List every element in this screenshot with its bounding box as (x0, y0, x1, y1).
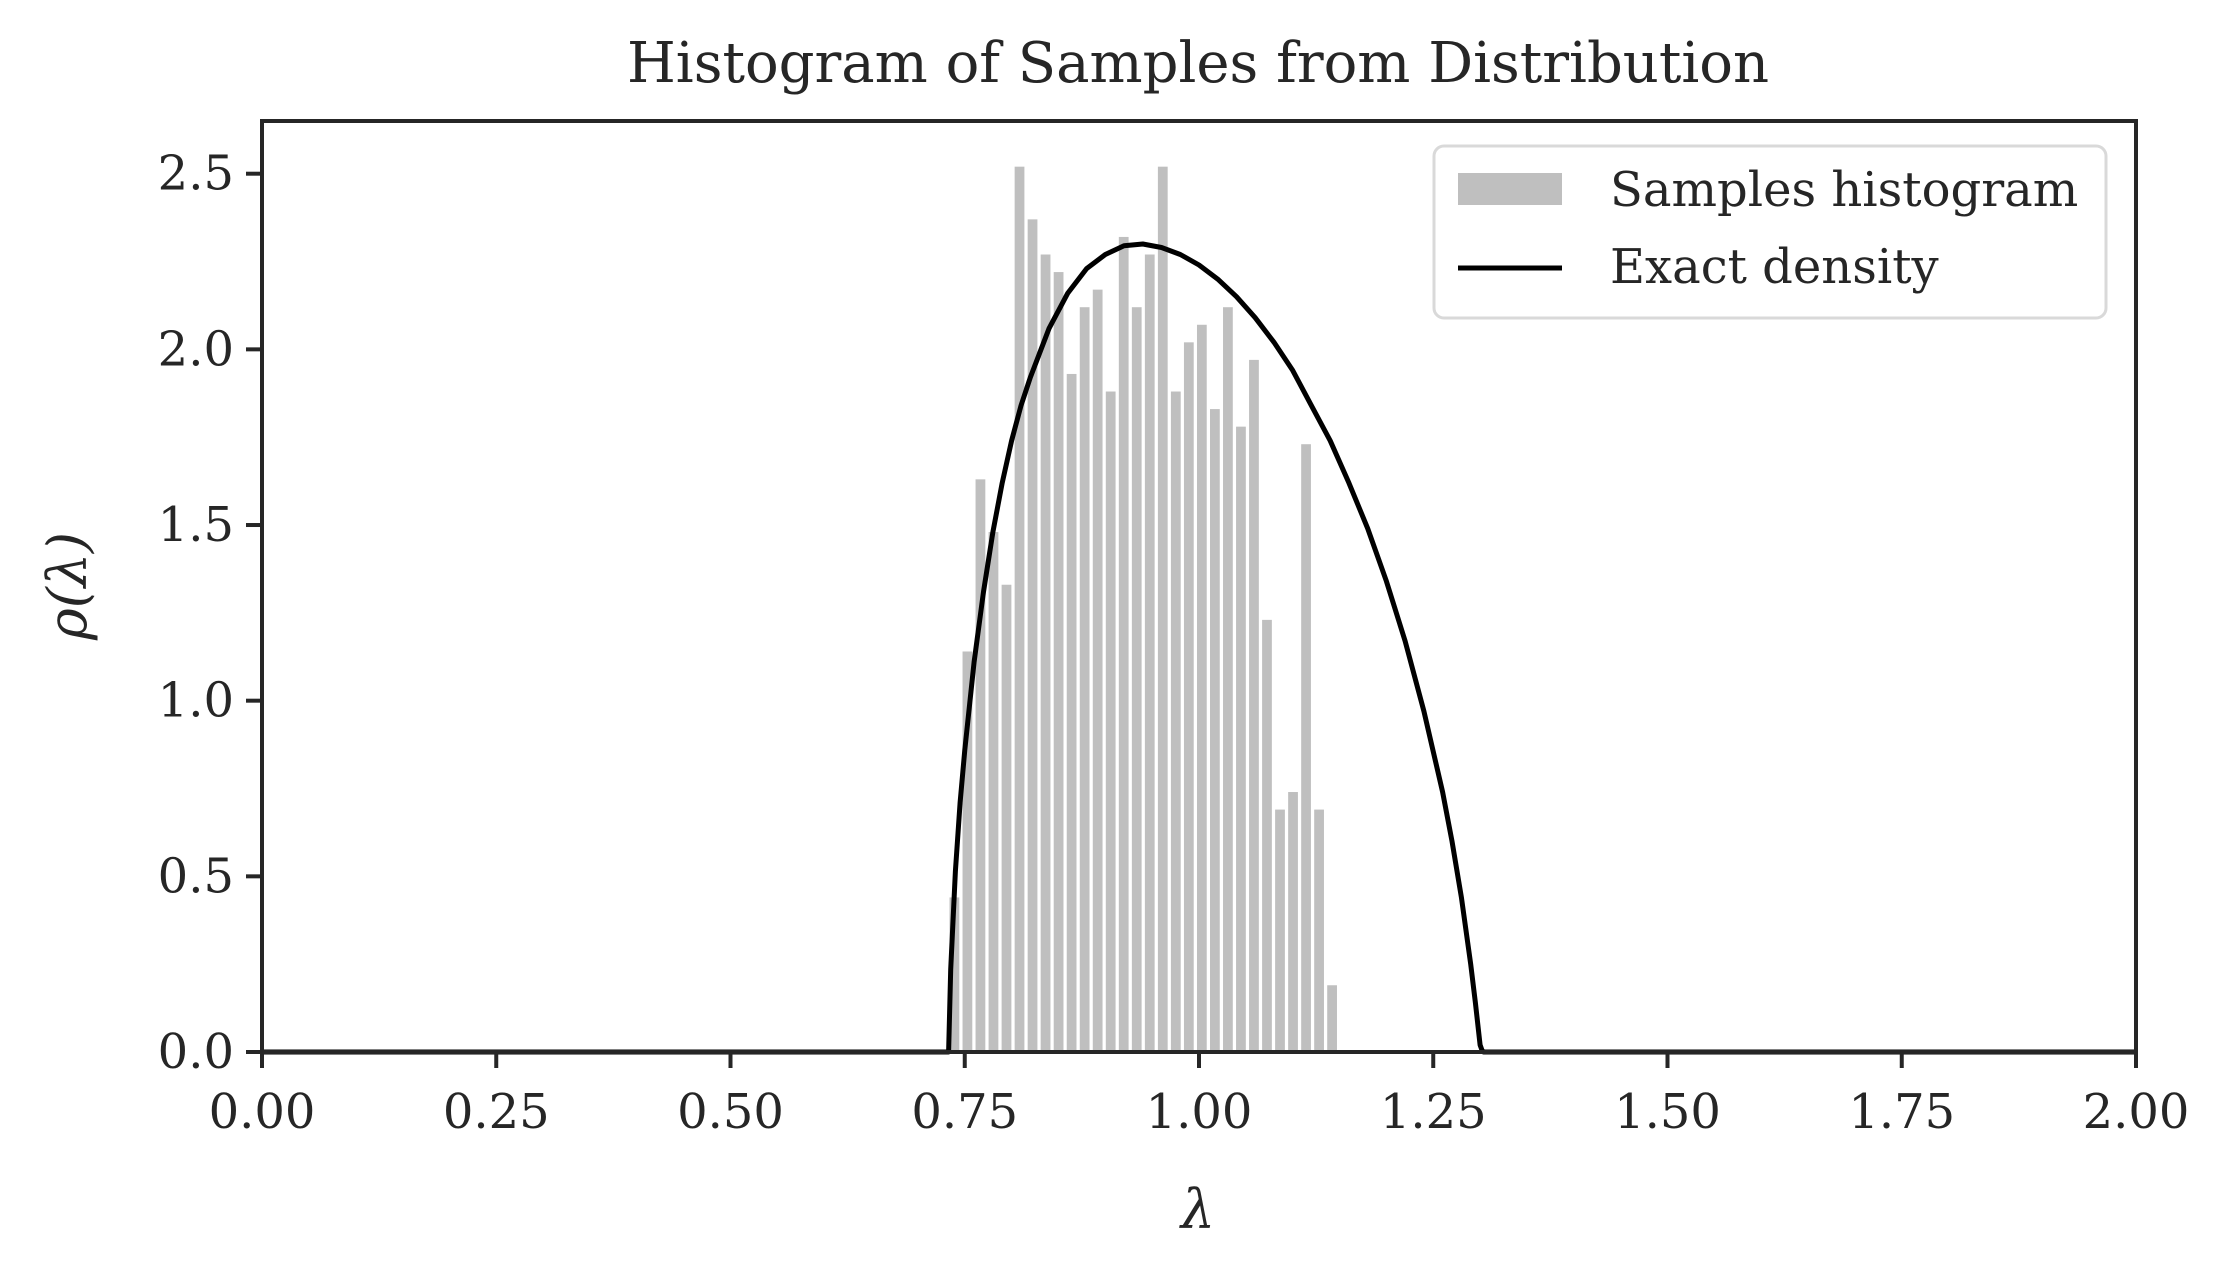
histogram-bars (949, 166, 1337, 1053)
histogram-bar (1301, 444, 1311, 1052)
legend: Samples histogram Exact density (1432, 144, 2108, 320)
x-tick-label: 1.00 (1146, 1084, 1253, 1140)
histogram-bar (1131, 307, 1142, 1052)
histogram-bar (962, 651, 973, 1052)
y-tick-label: 2.0 (158, 321, 234, 377)
x-tick-label: 0.75 (911, 1084, 1018, 1140)
y-tick-label: 1.0 (158, 673, 234, 729)
x-axis-ticks: 0.00 0.25 0.50 0.75 1.00 1.25 1.50 1.75 2.00 (209, 1052, 2190, 1140)
histogram-bar (1314, 809, 1324, 1052)
y-axis-label: ρ(λ) (36, 532, 99, 641)
x-tick-label: 0.50 (677, 1084, 784, 1140)
x-tick-label: 2.00 (2083, 1084, 2190, 1140)
histogram-bar (1001, 584, 1012, 1052)
histogram-bar (1014, 166, 1025, 1052)
x-tick-label: 0.25 (443, 1084, 550, 1140)
histogram-bar (1079, 307, 1090, 1052)
histogram-bar (1249, 359, 1259, 1053)
histogram-bar (949, 897, 960, 1052)
histogram-bar (1275, 809, 1285, 1052)
legend-swatch-histogram (1458, 173, 1562, 205)
y-tick-label: 0.0 (158, 1024, 234, 1080)
histogram-bar (1027, 219, 1038, 1052)
histogram-bar (1066, 373, 1077, 1053)
x-tick-label: 1.25 (1380, 1084, 1487, 1140)
y-tick-label: 0.5 (158, 848, 234, 904)
histogram-bar (1092, 289, 1103, 1052)
x-tick-label: 1.75 (1848, 1084, 1955, 1140)
legend-label-histogram: Samples histogram (1610, 162, 2078, 218)
x-axis-label: λ (1179, 1178, 1215, 1241)
histogram-bar (1327, 985, 1337, 1052)
histogram-bar (1223, 307, 1233, 1052)
histogram-bar (1196, 324, 1207, 1052)
histogram-bar (1236, 426, 1246, 1052)
density-curve (262, 241, 2136, 1055)
histogram-bar (1105, 391, 1116, 1052)
histogram-bar (1144, 254, 1155, 1052)
histogram-bar (1053, 272, 1064, 1052)
y-tick-label: 1.5 (158, 497, 234, 553)
histogram-bar (988, 532, 999, 1052)
histogram-bar (1183, 342, 1194, 1053)
x-tick-label: 1.50 (1614, 1084, 1721, 1140)
histogram-bar (1118, 236, 1129, 1052)
histogram-bar (1288, 792, 1298, 1052)
histogram-bar (1170, 391, 1181, 1052)
histogram-bar (1209, 409, 1220, 1052)
histogram-bar (975, 479, 986, 1052)
y-tick-label: 2.5 (158, 146, 234, 202)
legend-label-density: Exact density (1610, 239, 1939, 295)
histogram-bar (1157, 166, 1168, 1052)
x-tick-label: 0.00 (209, 1084, 316, 1140)
histogram-bar (1040, 254, 1051, 1052)
chart-title: Histogram of Samples from Distribution (627, 31, 1769, 96)
histogram-bar (1262, 619, 1272, 1052)
y-axis-ticks: 0.0 0.5 1.0 1.5 2.0 2.5 (158, 146, 262, 1080)
legend-frame (1432, 144, 2108, 320)
density-curve-group (262, 241, 2136, 1055)
